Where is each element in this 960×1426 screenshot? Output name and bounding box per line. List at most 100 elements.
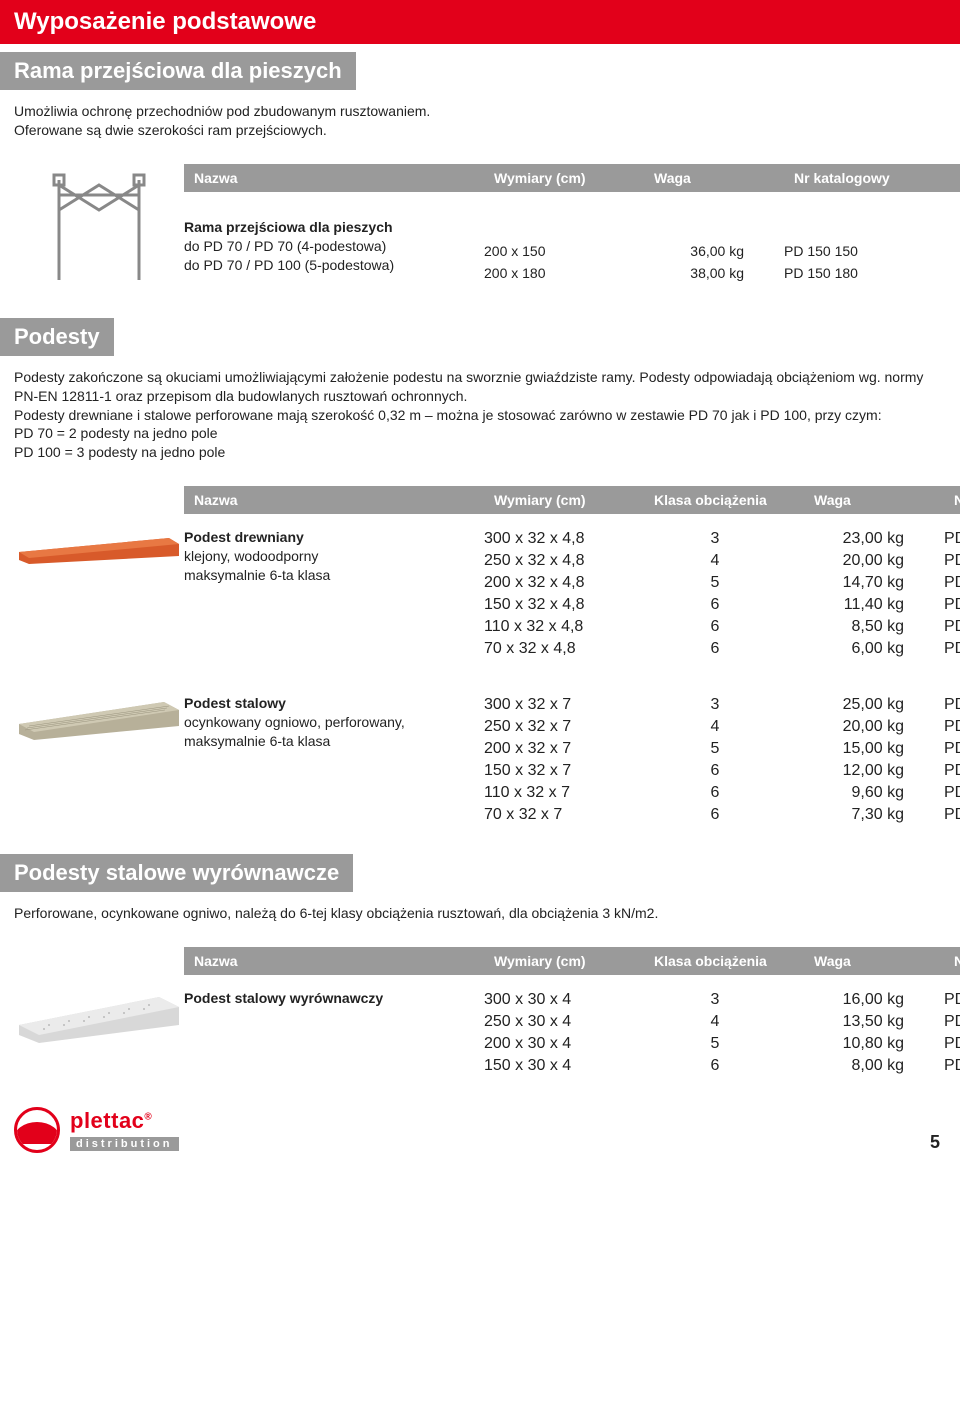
page-number: 5	[930, 1132, 940, 1153]
cell: 20,00 kg	[804, 716, 904, 738]
cell: PD 210 300	[944, 694, 960, 716]
cell: 8,00 kg	[804, 1055, 904, 1077]
wood-l1: klejony, wodoodporny	[184, 547, 484, 566]
cell: 5	[644, 1033, 786, 1055]
cell: PD 200 150	[944, 594, 960, 616]
section3-image	[14, 989, 184, 1077]
cell: 38,00 kg	[644, 262, 744, 284]
steel-l2: maksymalnie 6-ta klasa	[184, 732, 484, 751]
cell: 70 x 32 x 7	[484, 804, 626, 826]
cell: 10,80 kg	[804, 1033, 904, 1055]
cell: 5	[644, 738, 786, 760]
cell: 110 x 32 x 7	[484, 782, 626, 804]
cell: 13,50 kg	[804, 1011, 904, 1033]
cell: 300 x 32 x 4,8	[484, 528, 626, 550]
cell: 250 x 32 x 7	[484, 716, 626, 738]
s2-head-name: Nazwa	[194, 492, 494, 508]
cell: 6	[644, 804, 786, 826]
cell: 6	[644, 1055, 786, 1077]
cell: 200 x 180	[484, 262, 626, 284]
cell: 14,70 kg	[804, 572, 904, 594]
section3-title: Podesty stalowe wyrównawcze	[0, 854, 353, 892]
cell: 4	[644, 550, 786, 572]
cell: PD 200 200	[944, 572, 960, 594]
cell: 250 x 30 x 4	[484, 1011, 626, 1033]
section2-title: Podesty	[0, 318, 114, 356]
s1-name-block: Rama przejściowa dla pieszych do PD 70 /…	[184, 218, 484, 284]
s2-desc-3: PD 70 = 2 podesty na jedno pole	[14, 424, 946, 443]
s3-name: Podest stalowy wyrównawczy	[184, 989, 484, 1077]
cell: 70 x 32 x 4,8	[484, 638, 626, 660]
cell: PD 210 150	[944, 760, 960, 782]
cell: 15,00 kg	[804, 738, 904, 760]
cell: 23,00 kg	[804, 528, 904, 550]
cell: 6	[644, 594, 786, 616]
cell: 300 x 30 x 4	[484, 989, 626, 1011]
cell: 200 x 150	[484, 240, 626, 262]
cell: 150 x 32 x 7	[484, 760, 626, 782]
cell: 3	[644, 989, 786, 1011]
cell: PD 150 180	[784, 262, 926, 284]
s2-desc-1: Podesty zakończone są okuciami umożliwia…	[14, 368, 946, 406]
section1-image	[14, 164, 184, 290]
section1-desc-1: Umożliwia ochronę przechodniów pod zbudo…	[14, 102, 946, 121]
s1-name-l1: do PD 70 / PD 70 (4-podestowa)	[184, 237, 484, 256]
logo-icon	[14, 1107, 60, 1153]
cell: PD 210 200	[944, 738, 960, 760]
cell: 4	[644, 1011, 786, 1033]
section1-title: Rama przejściowa dla pieszych	[0, 52, 356, 90]
section1-desc: Umożliwia ochronę przechodniów pod zbudo…	[0, 96, 960, 150]
s1-head-name: Nazwa	[194, 170, 494, 186]
s3-head-dim: Wymiary (cm)	[494, 953, 654, 969]
s2-head-class: Klasa obciążenia	[654, 492, 814, 508]
cell: 250 x 32 x 4,8	[484, 550, 626, 572]
cell: PD 200 250	[944, 550, 960, 572]
s3-name-title: Podest stalowy wyrównawczy	[184, 989, 484, 1008]
cell: 8,50 kg	[804, 616, 904, 638]
s2-desc-2: Podesty drewniane i stalowe perforowane …	[14, 406, 946, 425]
s3-head-name: Nazwa	[194, 953, 494, 969]
cell: PD 240 300	[944, 989, 960, 1011]
cell: PD 200 110	[944, 616, 960, 638]
s2-head-dim: Wymiary (cm)	[494, 492, 654, 508]
cell: 11,40 kg	[804, 594, 904, 616]
cell: 7,30 kg	[804, 804, 904, 826]
s3-head-wt: Waga	[814, 953, 954, 969]
logo: plettac® distribution	[14, 1107, 179, 1153]
cell: 6	[644, 638, 786, 660]
cell: 16,00 kg	[804, 989, 904, 1011]
cell: 110 x 32 x 4,8	[484, 616, 626, 638]
cell: 3	[644, 694, 786, 716]
logo-sub: distribution	[70, 1137, 179, 1151]
cell: 12,00 kg	[804, 760, 904, 782]
cell: 9,60 kg	[804, 782, 904, 804]
cell: 200 x 32 x 4,8	[484, 572, 626, 594]
steel-title: Podest stalowy	[184, 694, 484, 713]
cell: PD 240 250	[944, 1011, 960, 1033]
s2-desc-4: PD 100 = 3 podesty na jedno pole	[14, 443, 946, 462]
cell: PD 240 200	[944, 1033, 960, 1055]
cell: PD 200 300	[944, 528, 960, 550]
logo-brand: plettac®	[70, 1108, 179, 1134]
cell: PD 210 110	[944, 782, 960, 804]
cell: 5	[644, 572, 786, 594]
s2-head-cat: Nr katalogowy	[954, 492, 960, 508]
footer: plettac® distribution 5	[0, 1097, 960, 1167]
cell: 6	[644, 616, 786, 638]
wood-l2: maksymalnie 6-ta klasa	[184, 566, 484, 585]
s1-name-title: Rama przejściowa dla pieszych	[184, 218, 484, 237]
cell: 4	[644, 716, 786, 738]
cell: 3	[644, 528, 786, 550]
cell: 25,00 kg	[804, 694, 904, 716]
s1-head-dim: Wymiary (cm)	[494, 170, 654, 186]
s3-head-cat: Nr katalogowy	[954, 953, 960, 969]
cell: 6,00 kg	[804, 638, 904, 660]
cell: 6	[644, 782, 786, 804]
section3-desc: Perforowane, ocynkowane ogniwo, należą d…	[0, 898, 960, 933]
cell: PD 210 070	[944, 804, 960, 826]
s2-head-wt: Waga	[814, 492, 954, 508]
cell: 300 x 32 x 7	[484, 694, 626, 716]
steel-name: Podest stalowy ocynkowany ogniowo, perfo…	[184, 694, 484, 826]
s1-head-wt: Waga	[654, 170, 794, 186]
s1-name-l2: do PD 70 / PD 100 (5-podestowa)	[184, 256, 484, 275]
